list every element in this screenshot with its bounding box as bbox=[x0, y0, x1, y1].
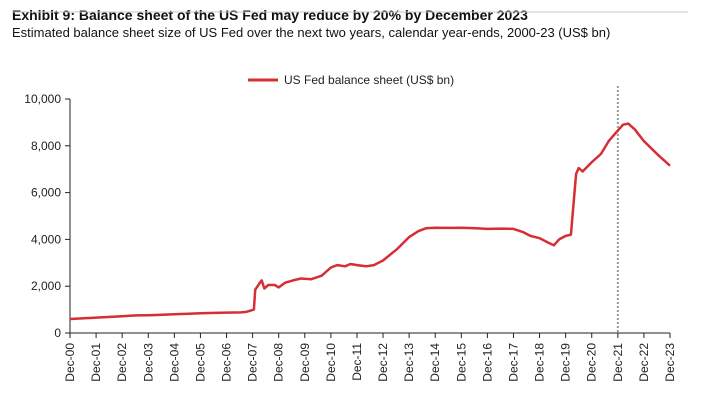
x-tick-label: Dec-11 bbox=[350, 343, 364, 381]
x-tick-label: Dec-12 bbox=[376, 343, 390, 382]
x-tick-label: Dec-23 bbox=[663, 343, 677, 382]
y-axis-ticks: 0 2,000 4,000 6,000 8,000 10,000 bbox=[24, 92, 70, 340]
x-tick-label: Dec-14 bbox=[428, 343, 442, 382]
x-tick-label: Dec-13 bbox=[402, 343, 416, 382]
legend-label: US Fed balance sheet (US$ bn) bbox=[284, 73, 454, 87]
x-tick-label: Dec-20 bbox=[585, 343, 599, 382]
y-tick-label: 6,000 bbox=[31, 186, 61, 200]
legend: US Fed balance sheet (US$ bn) bbox=[248, 73, 454, 87]
x-tick-label: Dec-00 bbox=[63, 343, 77, 382]
chart-subtitle: Estimated balance sheet size of US Fed o… bbox=[12, 25, 611, 40]
x-tick-label: Dec-15 bbox=[454, 343, 468, 382]
x-tick-label: Dec-17 bbox=[506, 343, 520, 382]
x-tick-label: Dec-07 bbox=[246, 343, 260, 382]
y-tick-label: 2,000 bbox=[31, 279, 61, 293]
x-tick-label: Dec-08 bbox=[272, 343, 286, 382]
x-tick-label: Dec-19 bbox=[559, 343, 573, 382]
y-tick-label: 0 bbox=[54, 326, 61, 340]
x-tick-label: Dec-18 bbox=[533, 343, 547, 382]
chart-title: Exhibit 9: Balance sheet of the US Fed m… bbox=[12, 7, 528, 23]
x-tick-label: Dec-04 bbox=[167, 343, 181, 382]
x-axis-ticks: Dec-00 Dec-01 Dec-02 Dec-03 Dec-04 Dec-05 Dec-… bbox=[63, 333, 677, 382]
x-tick-label: Dec-22 bbox=[637, 343, 651, 382]
x-tick-label: Dec-10 bbox=[324, 343, 338, 382]
axes bbox=[69, 99, 670, 334]
series-line bbox=[69, 122, 671, 321]
x-tick-label: Dec-05 bbox=[193, 343, 207, 382]
x-tick-label: Dec-02 bbox=[115, 343, 129, 382]
x-tick-label: Dec-09 bbox=[298, 343, 312, 382]
x-tick-label: Dec-01 bbox=[89, 343, 103, 382]
x-tick-label: Dec-06 bbox=[220, 343, 234, 382]
y-tick-label: 4,000 bbox=[31, 232, 61, 246]
y-tick-label: 10,000 bbox=[24, 92, 61, 106]
x-tick-label: Dec-03 bbox=[141, 343, 155, 382]
x-tick-label: Dec-16 bbox=[480, 343, 494, 382]
chart-header: Exhibit 9: Balance sheet of the US Fed m… bbox=[12, 6, 696, 41]
y-tick-label: 8,000 bbox=[31, 139, 61, 153]
x-tick-label: Dec-21 bbox=[611, 343, 625, 382]
